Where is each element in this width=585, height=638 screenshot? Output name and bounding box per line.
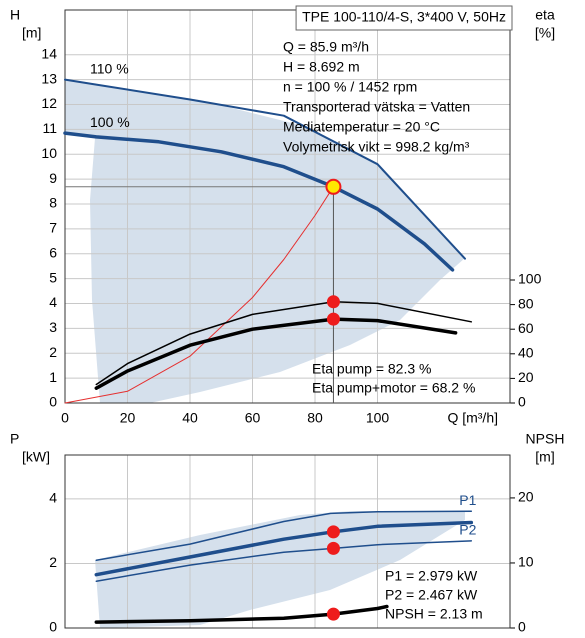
- x-tick-label: 0: [61, 410, 69, 426]
- info-line: Q = 85.9 m³/h: [283, 39, 369, 55]
- y2-axis-label: eta: [535, 7, 555, 23]
- y-tick-label: 4: [49, 490, 57, 506]
- info-line: Volymetrisk vikt = 998.2 kg/m³: [283, 139, 470, 155]
- curve: [95, 510, 473, 561]
- curve: [63, 131, 455, 272]
- y-tick-label: 9: [49, 170, 57, 186]
- y-tick-label: 2: [49, 554, 57, 570]
- operating-point: [326, 607, 340, 621]
- y2-tick-label: 0: [518, 394, 526, 410]
- y-axis-label: [kW]: [22, 449, 50, 465]
- info-line: n = 100 % / 1452 rpm: [283, 79, 417, 95]
- annotation: Eta pump = 82.3 %: [312, 361, 431, 377]
- y-axis-label: P: [10, 431, 19, 447]
- y2-axis-label: [%]: [535, 25, 555, 41]
- annotation: P2 = 2.467 kW: [385, 587, 478, 603]
- info-line: H = 8.692 m: [283, 59, 360, 75]
- power-range-shade: [95, 511, 465, 628]
- y-tick-label: 1: [49, 369, 57, 385]
- curve: [94, 604, 389, 624]
- plot-frame: [64, 9, 511, 404]
- y-tick-label: 3: [49, 319, 57, 335]
- annotation: Eta pump+motor = 68.2 %: [312, 380, 475, 396]
- y-tick-label: 7: [49, 220, 57, 236]
- series-label: P2: [459, 522, 476, 538]
- x-tick-label: 80: [307, 410, 323, 426]
- y-tick-label: 4: [49, 294, 57, 310]
- y2-axis-label: NPSH: [526, 431, 565, 447]
- series-label: 110 %: [90, 60, 129, 76]
- y2-tick-label: 100: [518, 271, 542, 287]
- series-label: P1: [459, 492, 476, 508]
- y-tick-label: 5: [49, 269, 57, 285]
- operating-point: [326, 541, 340, 555]
- y-tick-label: 0: [49, 619, 57, 635]
- plot-frame: [64, 454, 511, 629]
- curve: [95, 301, 473, 386]
- x-tick-label: 40: [182, 410, 198, 426]
- curve: [94, 317, 458, 390]
- x-axis-label: Q [m³/h]: [447, 410, 498, 426]
- y2-tick-label: 10: [518, 554, 534, 570]
- x-tick-label: 20: [120, 410, 136, 426]
- info-line: Mediatemperatur = 20 °C: [283, 119, 440, 135]
- series-label: 100 %: [90, 114, 130, 130]
- title-box: [295, 5, 513, 31]
- annotation: P1 = 2.979 kW: [385, 568, 478, 584]
- y-tick-label: 10: [41, 145, 57, 161]
- y-tick-label: 13: [41, 70, 57, 86]
- operating-point: [326, 312, 340, 326]
- y-axis-label: H: [10, 7, 20, 23]
- y-tick-label: 2: [49, 344, 57, 360]
- y2-tick-label: 0: [518, 619, 526, 635]
- chart-title: TPE 100-110/4-S, 3*400 V, 50Hz: [302, 9, 506, 25]
- y-tick-label: 14: [41, 45, 57, 61]
- y2-tick-label: 40: [518, 345, 534, 361]
- y-tick-label: 0: [49, 394, 57, 410]
- curve: [64, 78, 466, 260]
- y2-tick-label: 80: [518, 295, 534, 311]
- operating-point: [325, 178, 342, 195]
- info-line: Transporterad vätska = Vatten: [283, 99, 470, 115]
- y2-tick-label: 20: [518, 489, 534, 505]
- y-tick-label: 11: [42, 120, 57, 136]
- y-axis-label: [m]: [22, 25, 41, 41]
- x-tick-label: 60: [245, 410, 261, 426]
- operating-point: [326, 525, 340, 539]
- y-tick-label: 8: [49, 195, 57, 211]
- annotation: NPSH = 2.13 m: [385, 606, 483, 622]
- curve: [95, 540, 473, 582]
- operating-range-shade: [65, 80, 465, 403]
- y2-axis-label: [m]: [535, 449, 554, 465]
- y-tick-label: 6: [49, 244, 57, 260]
- x-tick-label: 100: [366, 410, 390, 426]
- y2-tick-label: 60: [518, 320, 534, 336]
- operating-point: [326, 295, 340, 309]
- curve: [64, 186, 334, 404]
- curve: [94, 520, 474, 577]
- y-tick-label: 12: [41, 95, 57, 111]
- y2-tick-label: 20: [518, 369, 534, 385]
